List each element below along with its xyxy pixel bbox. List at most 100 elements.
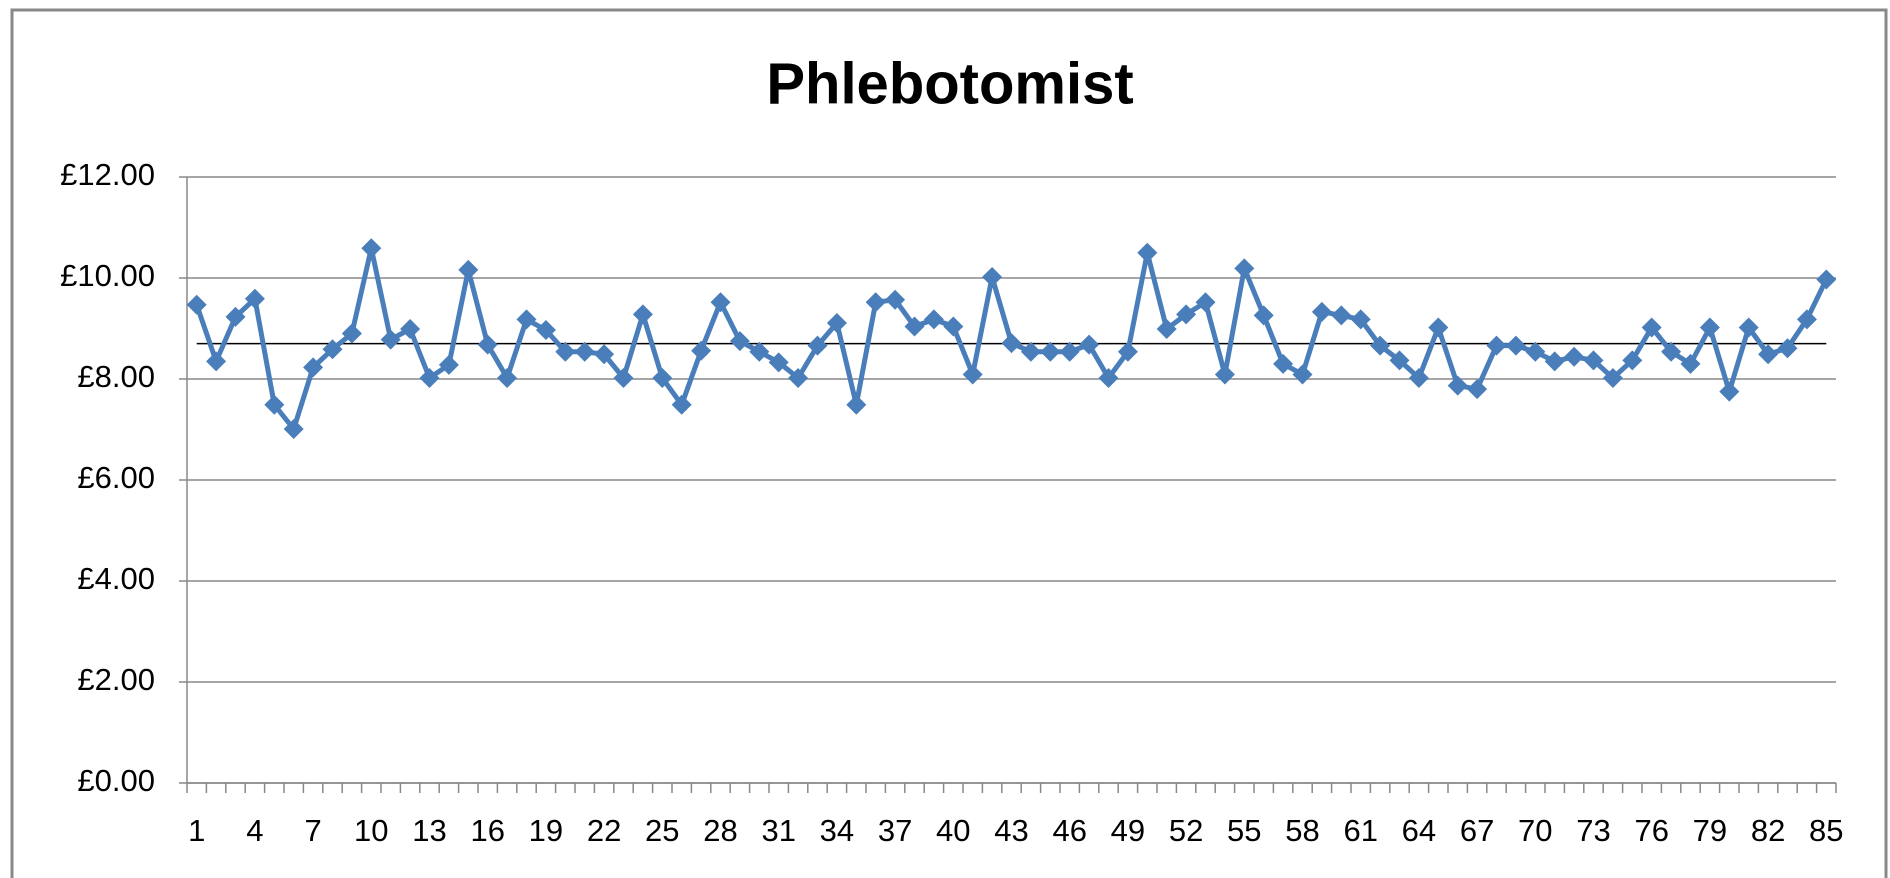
data-point xyxy=(458,259,479,280)
data-point xyxy=(1816,269,1837,290)
data-point xyxy=(1467,379,1488,400)
data-point xyxy=(497,367,518,388)
data-point xyxy=(691,340,712,361)
data-point xyxy=(1079,334,1100,355)
data-point xyxy=(1680,353,1701,374)
x-tick-label: 34 xyxy=(820,813,854,848)
data-point xyxy=(535,320,556,341)
y-tick-label: £12.00 xyxy=(60,157,155,192)
data-point xyxy=(1564,346,1585,367)
data-point xyxy=(555,341,576,362)
x-tick-label: 25 xyxy=(645,813,679,848)
data-point xyxy=(1428,317,1449,338)
x-tick-label: 76 xyxy=(1634,813,1668,848)
x-tick-label: 37 xyxy=(878,813,912,848)
data-point xyxy=(283,418,304,439)
data-point xyxy=(768,352,789,373)
data-point xyxy=(186,294,207,315)
y-tick-label: £6.00 xyxy=(77,460,155,495)
data-point xyxy=(264,394,285,415)
data-point xyxy=(1408,367,1429,388)
x-tick-label: 19 xyxy=(529,813,563,848)
data-point xyxy=(1447,375,1468,396)
x-tick-label: 46 xyxy=(1052,813,1086,848)
data-point xyxy=(1001,333,1022,354)
data-point xyxy=(322,339,343,360)
data-point xyxy=(1020,341,1041,362)
data-point xyxy=(1389,350,1410,371)
data-point xyxy=(1583,350,1604,371)
x-tick-label: 52 xyxy=(1169,813,1203,848)
data-point xyxy=(904,316,925,337)
x-tick-label: 22 xyxy=(587,813,621,848)
data-point xyxy=(1544,351,1565,372)
x-tick-label: 16 xyxy=(470,813,504,848)
chart-border xyxy=(10,8,1888,878)
data-point xyxy=(1661,341,1682,362)
data-point xyxy=(1486,335,1507,356)
data-point xyxy=(1719,381,1740,402)
data-point xyxy=(438,354,459,375)
data-point xyxy=(632,304,653,325)
data-point xyxy=(1505,335,1526,356)
data-point xyxy=(594,344,615,365)
data-point xyxy=(1311,301,1332,322)
data-point xyxy=(477,334,498,355)
x-tick-label: 13 xyxy=(412,813,446,848)
data-point xyxy=(1758,344,1779,365)
x-tick-label: 4 xyxy=(246,813,263,848)
y-tick-label: £10.00 xyxy=(60,258,155,293)
data-point xyxy=(303,357,324,378)
data-point xyxy=(807,335,828,356)
chart-title: Phlebotomist xyxy=(766,51,1133,116)
data-point xyxy=(613,367,634,388)
data-point xyxy=(1738,317,1759,338)
x-tick-label: 10 xyxy=(354,813,388,848)
data-point xyxy=(788,367,809,388)
x-tick-label: 61 xyxy=(1343,813,1377,848)
data-point xyxy=(982,266,1003,287)
x-tick-label: 55 xyxy=(1227,813,1261,848)
y-tick-label: £8.00 xyxy=(77,359,155,394)
data-point xyxy=(671,394,692,415)
y-tick-label: £0.00 xyxy=(77,763,155,798)
data-point xyxy=(749,341,770,362)
y-tick-label: £2.00 xyxy=(77,662,155,697)
data-point xyxy=(1214,364,1235,385)
data-point xyxy=(361,238,382,259)
data-point xyxy=(1059,341,1080,362)
data-point xyxy=(1040,341,1061,362)
y-tick-label: £4.00 xyxy=(77,561,155,596)
data-point xyxy=(865,292,886,313)
data-point xyxy=(710,292,731,313)
data-point xyxy=(1641,317,1662,338)
x-tick-label: 85 xyxy=(1809,813,1843,848)
data-point xyxy=(419,367,440,388)
data-point xyxy=(206,351,227,372)
data-point xyxy=(1117,341,1138,362)
x-tick-label: 70 xyxy=(1518,813,1552,848)
data-point xyxy=(516,309,537,330)
data-point xyxy=(846,394,867,415)
data-point xyxy=(1602,367,1623,388)
data-point xyxy=(962,364,983,385)
x-tick-label: 43 xyxy=(994,813,1028,848)
data-point xyxy=(341,323,362,344)
data-point xyxy=(380,329,401,350)
data-point xyxy=(244,288,265,309)
data-point xyxy=(1622,350,1643,371)
data-point xyxy=(1253,305,1274,326)
data-point xyxy=(1525,341,1546,362)
x-tick-label: 82 xyxy=(1751,813,1785,848)
data-point xyxy=(1292,364,1313,385)
x-tick-label: 64 xyxy=(1402,813,1436,848)
x-tick-label: 31 xyxy=(761,813,795,848)
data-point xyxy=(1234,258,1255,279)
data-point xyxy=(1796,309,1817,330)
x-tick-label: 40 xyxy=(936,813,970,848)
x-tick-label: 58 xyxy=(1285,813,1319,848)
data-point xyxy=(943,316,964,337)
data-point xyxy=(1098,367,1119,388)
data-point xyxy=(574,341,595,362)
data-point xyxy=(1777,338,1798,359)
